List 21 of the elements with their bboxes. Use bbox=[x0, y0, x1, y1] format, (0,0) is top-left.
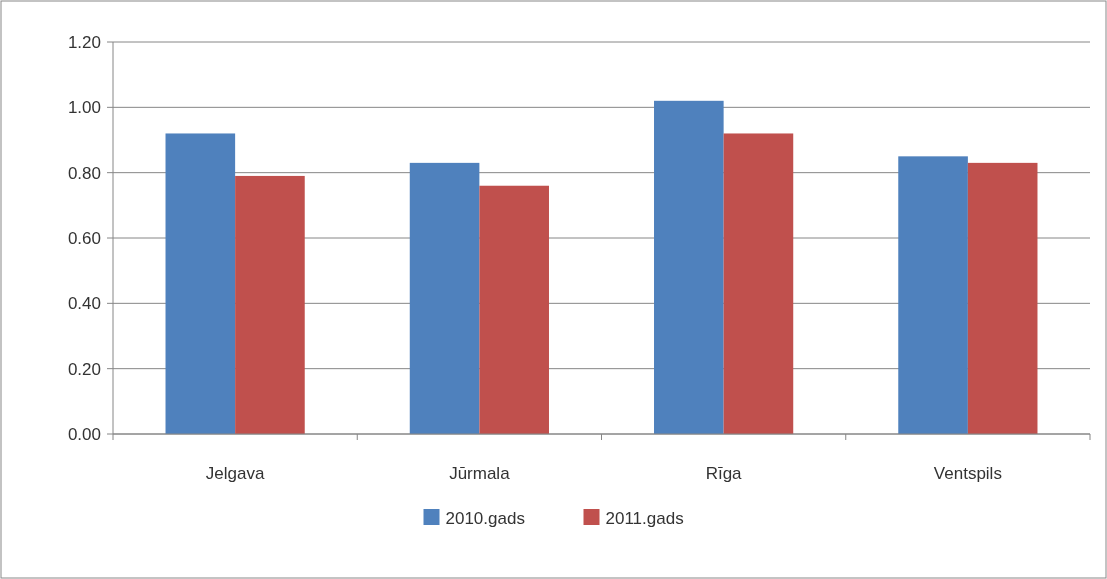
legend-label: 2011.gads bbox=[605, 508, 684, 528]
y-tick-label: 0.40 bbox=[67, 294, 101, 314]
x-tick-label: Rīga bbox=[705, 464, 743, 483]
y-tick-label: 0.60 bbox=[67, 228, 101, 248]
bar bbox=[898, 156, 968, 434]
bar bbox=[967, 162, 1038, 434]
x-tick-label: Ventspils bbox=[933, 464, 1002, 483]
y-tick-label: 0.00 bbox=[67, 424, 101, 444]
legend-label: 2010.gads bbox=[445, 508, 525, 528]
x-tick-label: Jūrmala bbox=[449, 464, 511, 483]
bar bbox=[235, 175, 305, 434]
x-tick-label: Jelgava bbox=[205, 464, 265, 483]
y-tick-label: 0.80 bbox=[67, 163, 101, 183]
y-tick-label: 0.20 bbox=[67, 359, 101, 379]
bar bbox=[654, 100, 724, 434]
bar bbox=[165, 133, 236, 434]
y-tick-label: 1.20 bbox=[67, 32, 101, 52]
y-tick-label: 1.00 bbox=[67, 98, 101, 118]
bar bbox=[723, 133, 794, 434]
bar bbox=[409, 162, 480, 434]
bar bbox=[479, 185, 549, 434]
